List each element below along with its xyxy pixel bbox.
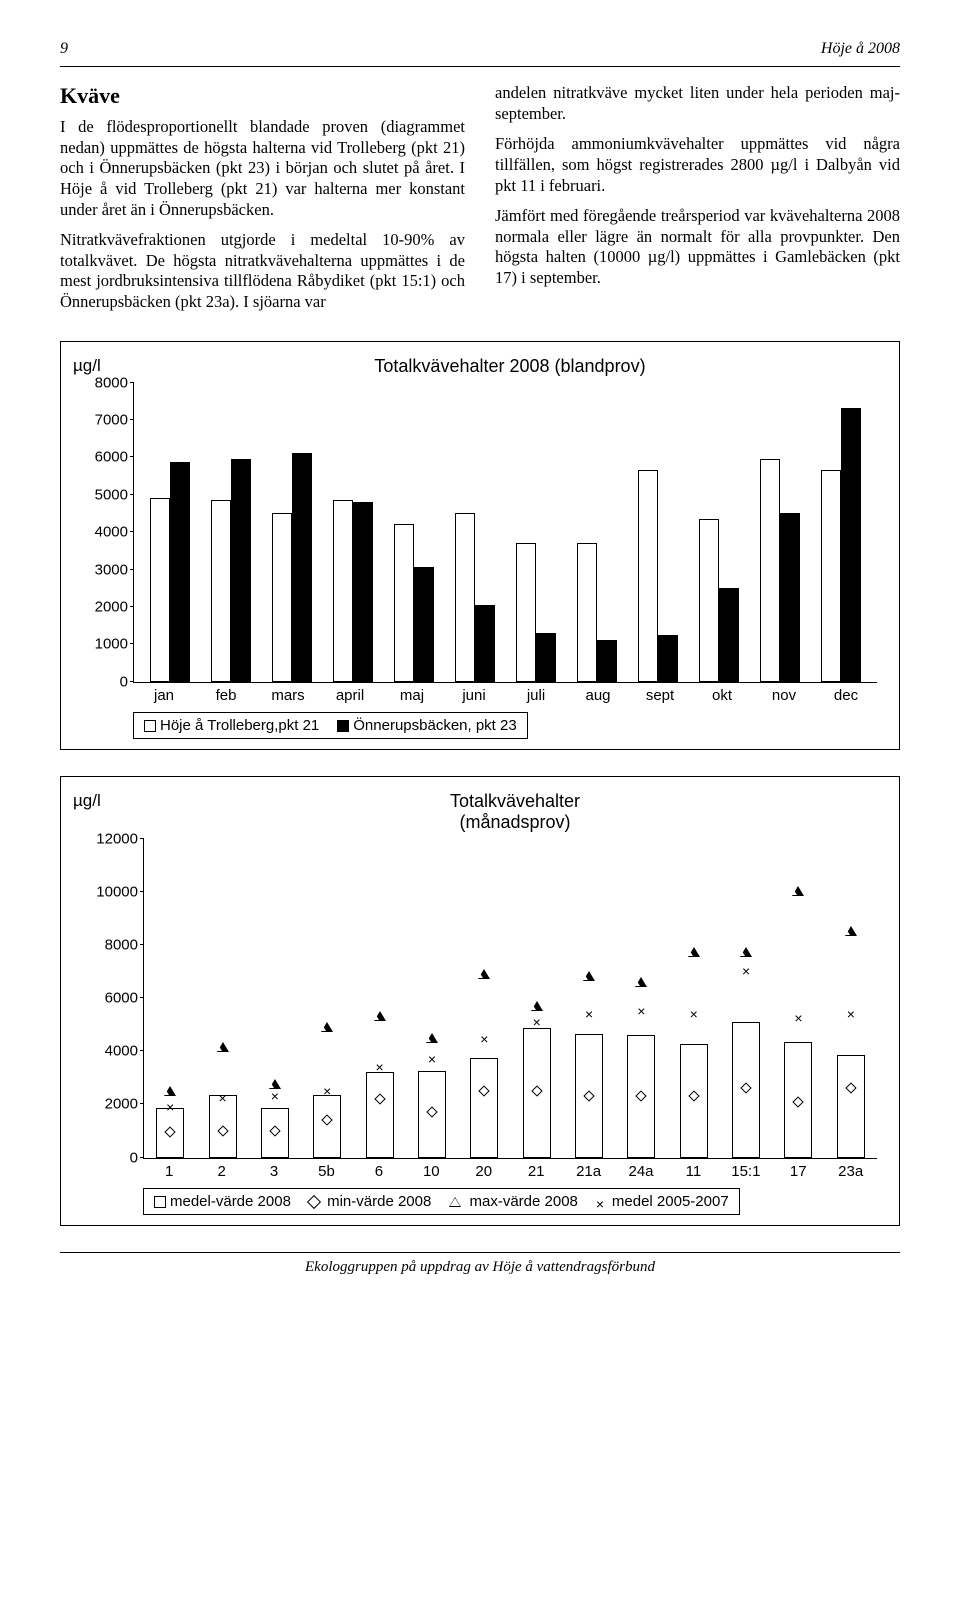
left-para-2: Nitratkvävefraktionen utgjorde i medelta… [60, 230, 465, 313]
legend-series-a: Höje å Trolleberg,pkt 21 [144, 717, 319, 734]
chart1-xlabels: janfebmarsaprilmajjunijuliaugseptoktnovd… [133, 687, 877, 704]
legend-series-b: Önnerupsbäcken, pkt 23 [337, 717, 516, 734]
page-number: 9 [60, 40, 68, 58]
chart1-title: Totalkvävehalter 2008 (blandprov) [133, 356, 887, 377]
chart2-legend: medel-värde 2008 min-värde 2008 max-värd… [143, 1188, 740, 1215]
section-heading: Kväve [60, 83, 465, 109]
left-column: Kväve I de flödesproportionellt blandade… [60, 83, 465, 323]
chart1-area: 010002000300040005000600070008000 [133, 383, 877, 683]
chart2-xlabels: 1235b610202121a24a1115:11723a [143, 1163, 877, 1180]
chart2-ylabel: µg/l [73, 791, 143, 811]
chart1-ylabel: µg/l [73, 356, 133, 376]
right-column: andelen nitratkväve mycket liten under h… [495, 83, 900, 323]
left-para-1: I de flödesproportionellt blandade prove… [60, 117, 465, 220]
legend-min-2008: min-värde 2008 [309, 1193, 431, 1210]
text-columns: Kväve I de flödesproportionellt blandade… [60, 83, 900, 323]
legend-medel-0507: ×medel 2005-2007 [596, 1193, 729, 1210]
legend-max-2008: max-värde 2008 [449, 1193, 578, 1210]
chart1-legend: Höje å Trolleberg,pkt 21 Önnerupsbäcken,… [133, 712, 528, 739]
chart2-area: 020004000600080001000012000×××××××××××××… [143, 839, 877, 1159]
page-footer: Ekologgruppen på uppdrag av Höje å vatte… [60, 1252, 900, 1276]
legend-medel-2008: medel-värde 2008 [154, 1193, 291, 1210]
chart1-box: µg/l Totalkvävehalter 2008 (blandprov) 0… [60, 341, 900, 750]
page-header: 9 Höje å 2008 [60, 40, 900, 58]
right-para-2: Förhöjda ammoniumkvävehalter uppmättes v… [495, 134, 900, 196]
right-para-3: Jämfört med föregående treårsperiod var … [495, 206, 900, 289]
chart2-box: µg/l Totalkvävehalter(månadsprov) 020004… [60, 776, 900, 1226]
doc-title: Höje å 2008 [821, 40, 900, 58]
chart2-title: Totalkvävehalter(månadsprov) [143, 791, 887, 833]
header-rule [60, 66, 900, 67]
right-para-1: andelen nitratkväve mycket liten under h… [495, 83, 900, 124]
